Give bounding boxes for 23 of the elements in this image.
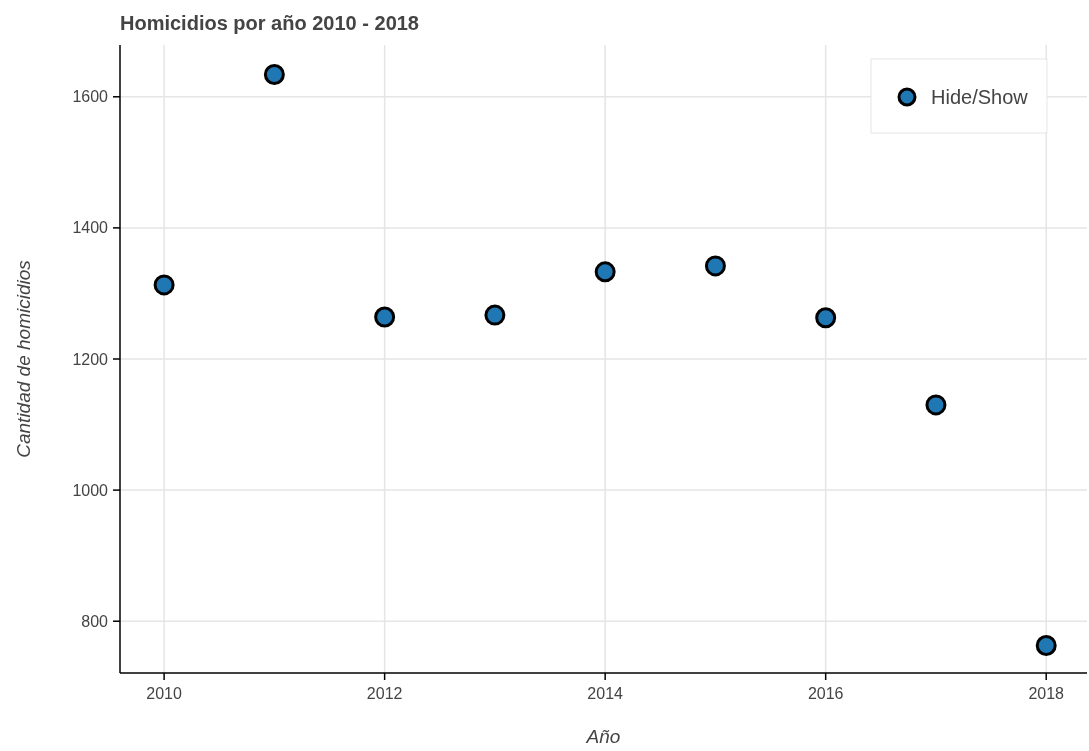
y-tick-label: 800	[81, 612, 109, 630]
point	[263, 64, 285, 85]
y-tick-label: 1200	[72, 350, 109, 368]
chart-title: Homicidios por año 2010 - 2018	[120, 12, 419, 34]
point	[484, 304, 506, 326]
point	[704, 255, 726, 277]
x-tick-label: 2010	[146, 685, 182, 702]
y-tick-label: 1400	[72, 219, 109, 237]
x-tick-label: 2016	[807, 685, 844, 702]
point	[153, 274, 175, 296]
point	[925, 394, 947, 416]
y-tick-label: 1600	[72, 88, 109, 106]
legend-label: Hide/Show	[931, 86, 1029, 108]
point	[815, 307, 837, 329]
point	[374, 306, 396, 328]
y-axis-title: Cantidad de homicidios	[13, 259, 34, 458]
y-tick-label: 1000	[72, 481, 109, 499]
point	[594, 261, 616, 283]
x-axis-title: Año	[585, 726, 621, 747]
x-tick-label: 2014	[587, 685, 624, 702]
x-tick-label: 2018	[1028, 685, 1065, 702]
point	[1035, 634, 1057, 656]
x-tick-label: 2012	[366, 685, 403, 702]
